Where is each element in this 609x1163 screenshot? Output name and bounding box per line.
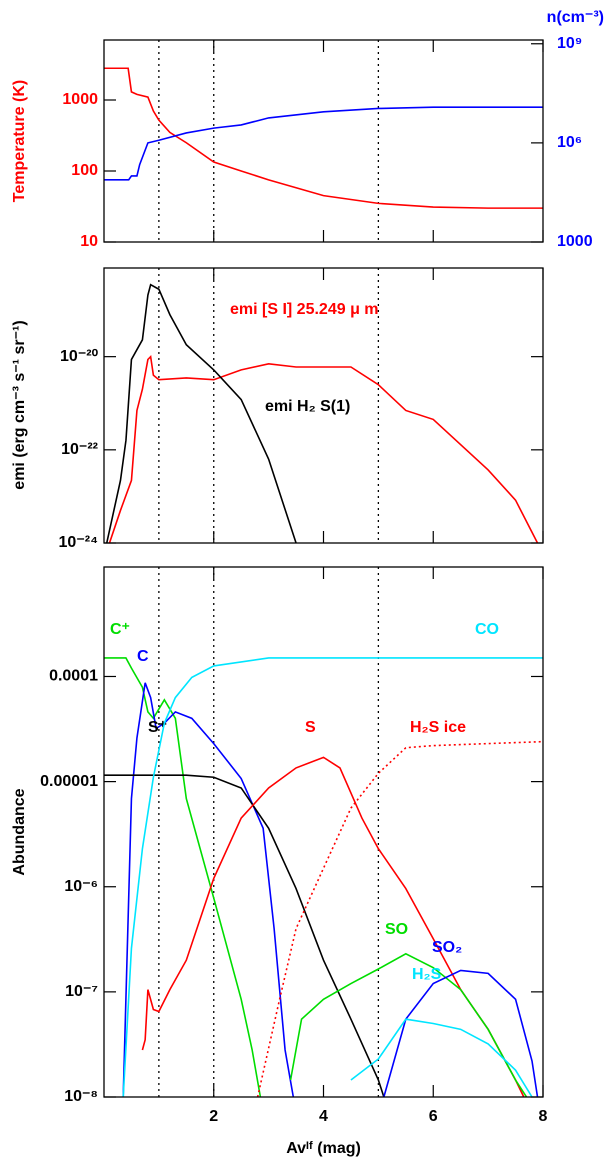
- series-line: [108, 354, 539, 543]
- y-tick-label: 10⁻²⁰: [60, 348, 99, 365]
- series-label: SO₂: [432, 939, 462, 956]
- plot-frame: [103, 267, 544, 544]
- series-label: emi H₂ S(1): [265, 398, 350, 415]
- x-tick-label: 4: [319, 1108, 328, 1125]
- y-tick-label: 10: [80, 233, 98, 250]
- series-line: [122, 682, 295, 1097]
- x-axis-label: Avᴵᶠ (mag): [286, 1140, 361, 1157]
- series-label: CO: [475, 621, 499, 638]
- series-line: [104, 106, 543, 181]
- series-line: [122, 657, 543, 1097]
- series-line: [289, 952, 528, 1097]
- x-tick-label: 6: [429, 1108, 438, 1125]
- series-line: [104, 774, 385, 1097]
- y-tick-label: 100: [71, 162, 98, 179]
- series-label: SO: [385, 921, 408, 938]
- x-tick-label: 2: [209, 1108, 218, 1125]
- series-line: [256, 740, 543, 1097]
- series-line: [104, 657, 262, 1097]
- series-line: [105, 283, 297, 543]
- x-tick-label: 8: [539, 1108, 548, 1125]
- series-line: [141, 756, 525, 1097]
- y-axis-label: Abundance: [11, 788, 28, 875]
- y-tick-label: 10⁻⁸: [64, 1088, 98, 1105]
- series-label: C: [137, 648, 149, 665]
- series-label: C⁺: [110, 621, 130, 638]
- y-tick-label: 0.00001: [40, 773, 98, 790]
- y-tick-label: 0.0001: [49, 668, 98, 685]
- plot-frame: [103, 566, 544, 1098]
- y2-tick-label: 1000: [557, 233, 593, 250]
- series-label: H₂S ice: [410, 719, 466, 736]
- y-axis-label: Temperature (K): [11, 80, 28, 202]
- y-tick-label: 10⁻²²: [61, 441, 98, 458]
- y2-tick-label: 10⁹: [557, 35, 582, 52]
- y-tick-label: 10⁻⁷: [65, 983, 98, 1000]
- y2-tick-label: 10⁶: [557, 134, 582, 151]
- y-tick-label: 10⁻²⁴: [59, 534, 99, 551]
- series-label: S: [305, 719, 316, 736]
- series-label: emi [S I] 25.249 μ m: [230, 301, 379, 318]
- plot-frame: [103, 39, 544, 243]
- y-axis-label: emi (erg cm⁻³ s⁻¹ sr⁻¹): [11, 320, 28, 489]
- series-line: [383, 969, 539, 1097]
- y-tick-label: 10⁻⁶: [64, 878, 98, 895]
- series-line: [104, 67, 543, 209]
- y2-axis-label: n(cm⁻³): [547, 9, 604, 26]
- series-label: H₂S: [412, 966, 442, 983]
- series-line: [350, 1018, 533, 1097]
- y-tick-label: 1000: [62, 91, 98, 108]
